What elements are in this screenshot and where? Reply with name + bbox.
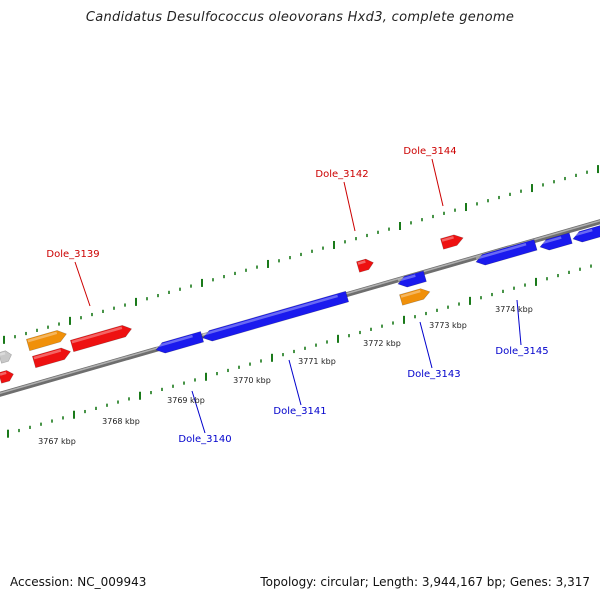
map-title: Candidatus Desulfococcus oleovorans Hxd3… bbox=[85, 10, 515, 25]
label-leader-line bbox=[516, 299, 522, 346]
gene-label[interactable]: Dole_3145 bbox=[495, 346, 548, 357]
gene-arrow[interactable] bbox=[356, 257, 374, 273]
gene-label[interactable]: Dole_3140 bbox=[178, 434, 231, 445]
label-leader-line bbox=[343, 181, 356, 232]
gene-arrow-highlight bbox=[400, 289, 421, 298]
gene-arrow-highlight bbox=[572, 228, 593, 237]
gene-arrow[interactable] bbox=[538, 232, 573, 252]
gene-arrow[interactable] bbox=[0, 369, 15, 384]
gene-arrow-body bbox=[572, 225, 600, 243]
gene-arrow[interactable] bbox=[25, 328, 68, 352]
gene-features[interactable] bbox=[0, 225, 600, 384]
gene-arrow[interactable] bbox=[399, 286, 431, 306]
gene-arrow-body bbox=[440, 234, 464, 250]
gene-arrow[interactable] bbox=[69, 323, 133, 353]
label-leader-line bbox=[419, 321, 433, 369]
gene-arrow-highlight bbox=[539, 236, 562, 245]
scale-label: 3774 kbp bbox=[495, 305, 533, 314]
gene-arrow-body bbox=[69, 324, 133, 353]
gene-arrow[interactable] bbox=[0, 349, 13, 364]
gene-arrow-highlight bbox=[475, 243, 527, 260]
gene-label[interactable]: Dole_3142 bbox=[315, 169, 368, 180]
gene-arrow-highlight bbox=[0, 351, 6, 356]
gene-label[interactable]: Dole_3139 bbox=[46, 249, 99, 260]
gene-label[interactable]: Dole_3144 bbox=[403, 146, 456, 157]
label-leader-line bbox=[191, 390, 206, 434]
gene-arrow[interactable] bbox=[154, 331, 205, 355]
gene-arrow-highlight bbox=[397, 274, 416, 282]
gene-arrow-body bbox=[397, 270, 427, 288]
scale-label: 3767 kbp bbox=[38, 437, 76, 446]
scale-label: 3772 kbp bbox=[363, 339, 401, 348]
gene-arrow-body bbox=[356, 258, 374, 273]
gene-arrow[interactable] bbox=[396, 270, 427, 289]
scale-label: 3769 kbp bbox=[167, 396, 205, 405]
gene-arrow-body bbox=[202, 290, 350, 342]
gene-arrow-highlight bbox=[202, 294, 338, 336]
label-leader-line bbox=[288, 359, 302, 406]
scale-labels: 3767 kbp 3768 kbp 3769 kbp 3770 kbp 3771 kbp… bbox=[38, 305, 533, 446]
gene-labels[interactable]: Dole_3139 Dole_3142 Dole_3144 Dole_3140 Dole… bbox=[46, 146, 548, 445]
gene-arrow-body bbox=[155, 331, 205, 354]
gene-arrow[interactable] bbox=[474, 239, 538, 268]
gene-label[interactable]: Dole_3141 bbox=[273, 406, 326, 417]
label-leader-line bbox=[74, 261, 91, 307]
upper-tick-track bbox=[3, 165, 599, 344]
label-leader-line bbox=[431, 158, 444, 207]
gene-arrow-highlight bbox=[71, 326, 123, 344]
gene-arrow-body bbox=[0, 370, 14, 384]
gene-arrow-body bbox=[399, 288, 431, 306]
gene-arrow[interactable] bbox=[201, 290, 350, 343]
gene-arrow-highlight bbox=[27, 331, 58, 343]
scale-label: 3768 kbp bbox=[102, 417, 140, 426]
gene-arrow[interactable] bbox=[440, 233, 464, 250]
gene-label[interactable]: Dole_3143 bbox=[407, 369, 460, 380]
gene-arrow-body bbox=[31, 347, 72, 369]
gene-arrow-highlight bbox=[357, 260, 366, 265]
gene-arrow-body bbox=[25, 330, 67, 352]
label-leader-lines bbox=[74, 158, 522, 434]
gene-arrow-highlight bbox=[155, 334, 193, 348]
gene-arrow-highlight bbox=[0, 371, 7, 376]
genome-summary-text: Topology: circular; Length: 3,944,167 bp… bbox=[260, 575, 590, 589]
gene-arrow-highlight bbox=[33, 349, 62, 360]
accession-text: Accession: NC_009943 bbox=[10, 575, 147, 589]
gene-arrow[interactable] bbox=[31, 346, 72, 369]
scale-label: 3773 kbp bbox=[429, 321, 467, 330]
lower-tick-track bbox=[7, 264, 592, 438]
scale-label: 3771 kbp bbox=[298, 357, 336, 366]
gene-arrow[interactable] bbox=[571, 225, 600, 244]
gene-arrow-body bbox=[539, 232, 573, 251]
scale-label: 3770 kbp bbox=[233, 376, 271, 385]
gene-arrow-highlight bbox=[441, 236, 454, 242]
gene-arrow-body bbox=[475, 239, 538, 266]
gene-arrow-body bbox=[0, 350, 12, 364]
